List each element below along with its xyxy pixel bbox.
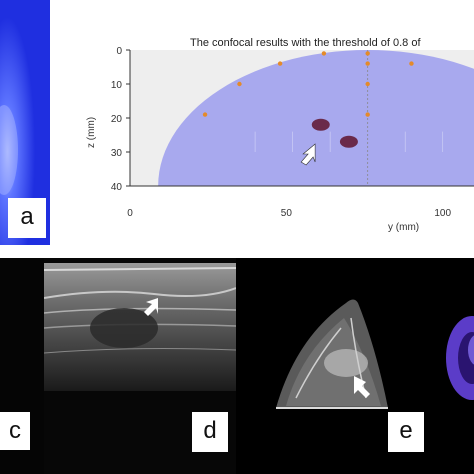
data-point bbox=[365, 61, 370, 66]
y-tick-label: 20 bbox=[111, 114, 123, 125]
data-point bbox=[365, 112, 370, 117]
lesion-marker bbox=[311, 118, 330, 131]
data-point bbox=[409, 61, 414, 66]
data-point bbox=[277, 61, 283, 66]
data-point bbox=[365, 81, 370, 87]
y-tick-label: 40 bbox=[111, 182, 123, 193]
chart-panel-b: The confocal results with the threshold … bbox=[86, 37, 474, 233]
plot-area bbox=[130, 50, 474, 186]
y-axis-label: z (mm) bbox=[86, 117, 97, 148]
arrow-e-icon bbox=[354, 376, 370, 398]
panel-label-c: c bbox=[0, 412, 30, 450]
data-point bbox=[237, 81, 242, 87]
panel-label-d: d bbox=[192, 412, 228, 452]
chart-title: The confocal results with the threshold … bbox=[190, 37, 421, 49]
panel-label-e: e bbox=[388, 412, 424, 452]
ultrasound-svg bbox=[44, 263, 236, 391]
panel-d-ultrasound bbox=[44, 258, 236, 474]
xray-svg bbox=[276, 299, 388, 409]
arrow-b-icon bbox=[300, 143, 316, 166]
breast-dome bbox=[158, 50, 474, 186]
y-tick-label: 10 bbox=[111, 80, 123, 91]
y-tick-label: 30 bbox=[111, 148, 123, 159]
x-tick-label: 100 bbox=[434, 208, 451, 219]
x-axis-label: y (mm) bbox=[388, 222, 419, 233]
data-point bbox=[321, 51, 327, 56]
data-point bbox=[202, 112, 208, 117]
axes: 0 10 20 30 40 0 50 100 bbox=[111, 46, 474, 219]
arrow-d-icon bbox=[144, 298, 158, 316]
panel-f-render bbox=[432, 258, 474, 474]
x-tick-label: 0 bbox=[127, 208, 133, 219]
lesion-marker bbox=[339, 135, 358, 148]
data-point bbox=[365, 51, 370, 56]
y-tick-label: 0 bbox=[116, 46, 122, 57]
panel-label-a: a bbox=[8, 198, 46, 238]
render-svg bbox=[446, 316, 474, 400]
x-tick-label: 50 bbox=[281, 208, 293, 219]
